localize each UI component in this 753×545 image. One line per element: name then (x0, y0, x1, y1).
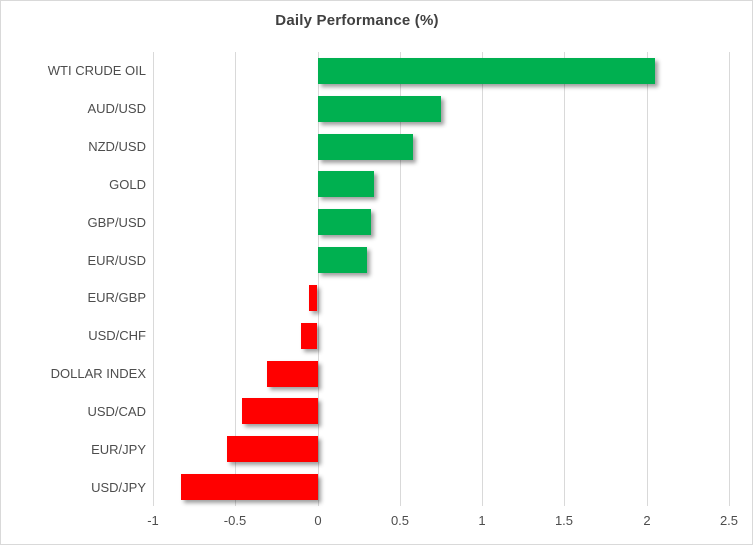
gridline-x-1 (482, 52, 483, 506)
category-label-nzd-usd: NZD/USD (88, 139, 146, 155)
bar-usd-cad (242, 398, 318, 424)
category-label-usd-cad: USD/CAD (87, 403, 146, 419)
x-tick-label: 2 (643, 513, 651, 528)
category-label-eur-jpy: EUR/JPY (91, 441, 146, 457)
category-label-wti-crude-oil: WTI CRUDE OIL (47, 63, 146, 79)
gridline-x-0.5 (400, 52, 401, 506)
category-label-gold: GOLD (109, 176, 146, 192)
category-label-usd-jpy: USD/JPY (91, 479, 146, 495)
gridline-x-2 (647, 52, 648, 506)
gridline-x-1.5 (564, 52, 565, 506)
category-label-eur-usd: EUR/USD (87, 252, 146, 268)
x-tick-label: 1 (478, 513, 486, 528)
gridline-x--1 (153, 52, 154, 506)
category-label-dollar-index: DOLLAR INDEX (50, 366, 146, 382)
bar-eur-gbp (309, 285, 317, 311)
x-tick-label: 0 (314, 513, 322, 528)
category-label-eur-gbp: EUR/GBP (87, 290, 146, 306)
x-tick-label: -1 (147, 513, 159, 528)
bar-eur-jpy (227, 436, 318, 462)
bar-aud-usd (318, 96, 441, 122)
category-label-gbp-usd: GBP/USD (87, 214, 146, 230)
bar-eur-usd (318, 247, 367, 273)
x-tick-label: 0.5 (390, 513, 410, 528)
gridline-x--0.5 (235, 52, 236, 506)
x-tick-label: 2.5 (719, 513, 739, 528)
bar-dollar-index (267, 361, 318, 387)
gridline-x-2.5 (729, 52, 730, 506)
x-tick-label: 1.5 (554, 513, 574, 528)
category-label-aud-usd: AUD/USD (87, 101, 146, 117)
bar-usd-chf (301, 323, 317, 349)
bar-gbp-usd (318, 209, 371, 235)
gridline-x-0 (318, 52, 319, 506)
x-tick-label: -0.5 (223, 513, 247, 528)
bar-nzd-usd (318, 134, 413, 160)
category-label-usd-chf: USD/CHF (88, 328, 146, 344)
bar-gold (318, 171, 374, 197)
bar-usd-jpy (181, 474, 318, 500)
chart-title: Daily Performance (%) (275, 12, 439, 29)
bar-wti-crude-oil (318, 58, 655, 84)
